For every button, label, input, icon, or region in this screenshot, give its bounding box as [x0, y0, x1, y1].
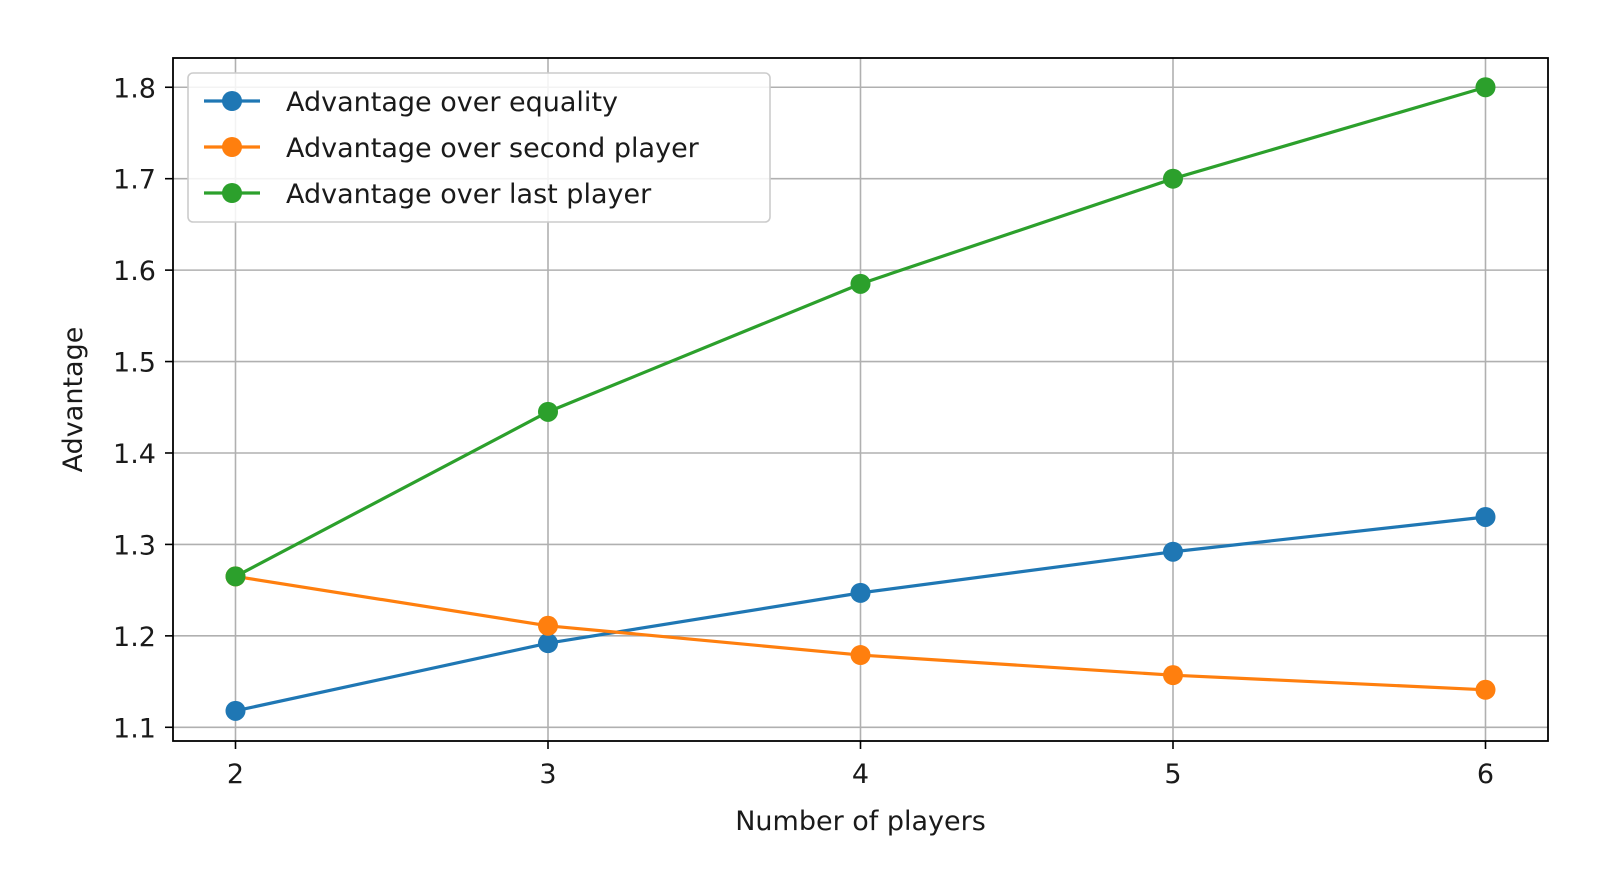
y-tick-label: 1.8 — [113, 73, 156, 104]
data-point — [1163, 541, 1183, 562]
data-point — [850, 273, 871, 294]
data-point — [1475, 77, 1496, 98]
legend-item: Advantage over equality — [204, 87, 618, 118]
data-point — [538, 615, 558, 636]
legend-item: Advantage over second player — [204, 133, 700, 164]
series-1 — [225, 506, 1496, 721]
x-tick-label: 6 — [1477, 759, 1494, 790]
y-tick-label: 1.6 — [113, 256, 156, 287]
data-point — [538, 633, 558, 654]
data-point — [1163, 665, 1183, 686]
y-tick-label: 1.5 — [113, 348, 156, 379]
y-tick-label: 1.2 — [113, 622, 156, 653]
y-tick-label: 1.1 — [113, 713, 156, 744]
legend-swatch-marker — [222, 91, 242, 111]
data-point — [225, 700, 246, 721]
legend-label: Advantage over last player — [286, 179, 652, 210]
data-point — [850, 645, 871, 666]
x-tick-label: 5 — [1164, 759, 1181, 790]
y-axis-label: Advantage — [58, 327, 89, 473]
data-point — [1475, 679, 1496, 700]
data-point — [538, 401, 558, 422]
y-tick-label: 1.4 — [113, 439, 156, 470]
data-point — [1163, 168, 1183, 189]
legend-swatch-marker — [222, 183, 242, 203]
y-tick-label: 1.3 — [113, 530, 156, 561]
x-tick-label: 4 — [852, 759, 869, 790]
series-3 — [225, 77, 1496, 587]
y-tick-label: 1.7 — [113, 165, 156, 196]
legend-label: Advantage over second player — [286, 133, 700, 164]
series-layer — [225, 77, 1496, 721]
legend-box — [187, 72, 771, 223]
data-point — [225, 566, 246, 587]
legend: Advantage over equality Advantage over se… — [187, 72, 771, 223]
axis-ticks: 2 3 4 5 6 1.1 1.2 1.3 1.4 1.5 1.6 1.7 1.8 — [113, 73, 1494, 790]
x-tick-label: 2 — [227, 759, 244, 790]
data-point — [850, 582, 871, 603]
x-tick-label: 3 — [539, 759, 556, 790]
data-point — [1475, 506, 1496, 527]
legend-item: Advantage over last player — [204, 179, 652, 210]
legend-label: Advantage over equality — [286, 87, 618, 118]
legend-swatch-marker — [222, 137, 242, 157]
x-axis-label: Number of players — [735, 806, 986, 837]
